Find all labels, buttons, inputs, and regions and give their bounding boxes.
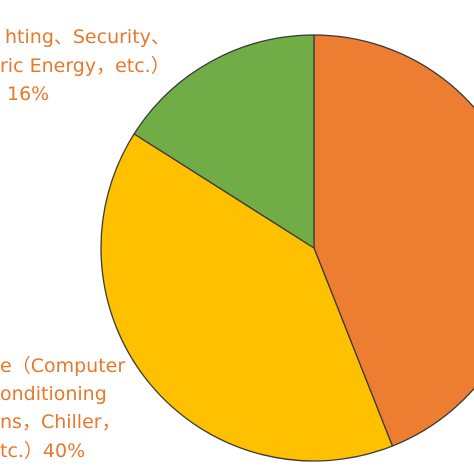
label-green-line-3: 16% [7, 83, 49, 105]
label-yellow-line-4: tc.）40% [0, 440, 85, 462]
slice-yellow [100, 132, 394, 462]
label-yellow-slice: e（Computer onditioning ns，Chiller， tc.）4… [0, 355, 125, 462]
slice-green [133, 34, 315, 250]
label-green-line-1: hting、Security、 [5, 26, 170, 48]
pie-slices [100, 34, 474, 462]
label-green-slice: hting、Security、 ric Energy，etc.） 16% [0, 26, 170, 105]
label-green-line-2: ric Energy，etc.） [0, 55, 170, 77]
slice-orange [313, 34, 474, 447]
label-yellow-line-2: onditioning [0, 383, 107, 405]
label-yellow-line-3: ns，Chiller， [0, 411, 121, 433]
label-yellow-line-1: e（Computer [0, 355, 125, 377]
